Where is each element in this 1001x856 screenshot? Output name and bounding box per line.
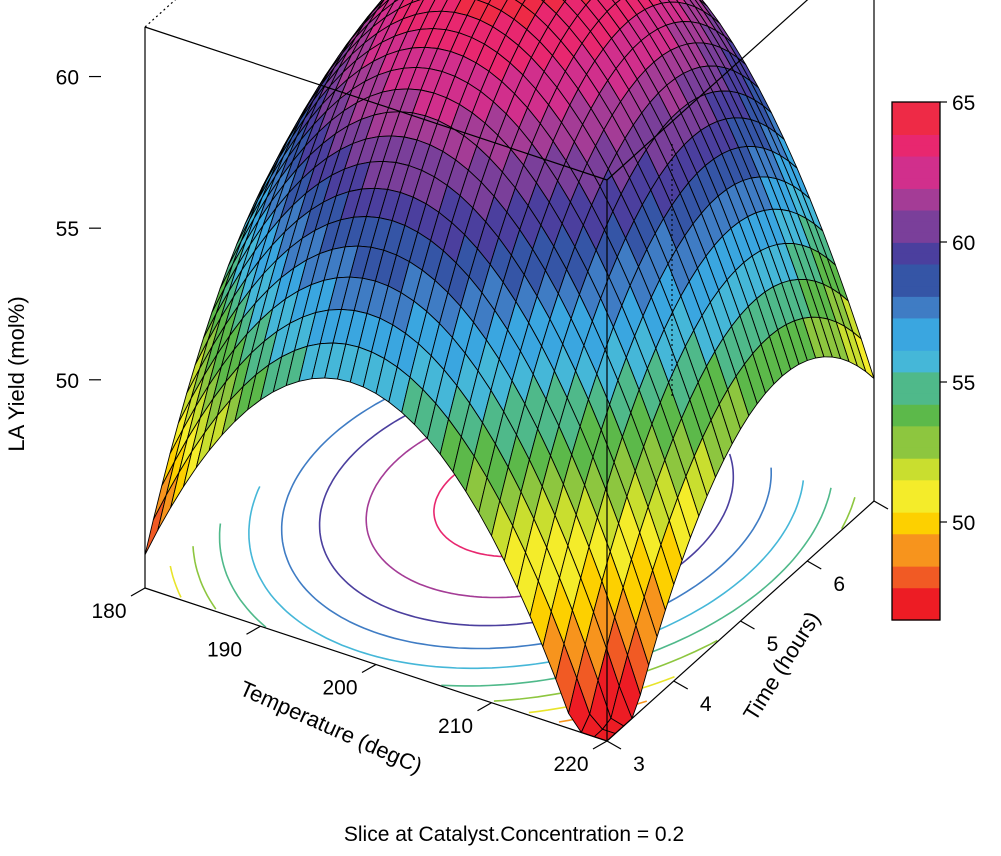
y-tick-label: 4: [700, 693, 712, 716]
x-tick-label: 180: [91, 600, 126, 623]
colorbar-swatch: [892, 317, 940, 330]
colorbar-swatch: [892, 555, 940, 567]
colorbar-swatch: [892, 285, 940, 297]
colorbar-swatch: [892, 544, 940, 556]
colorbar-swatch: [892, 145, 940, 157]
colorbar-swatch: [892, 598, 940, 610]
colorbar-swatch: [892, 522, 940, 535]
y-tick: [740, 620, 755, 630]
x-tick: [592, 740, 608, 750]
x-tick-label: 220: [553, 753, 588, 776]
colorbar-tick-label: 55: [952, 372, 975, 395]
colorbar-swatch: [892, 587, 940, 600]
x-tick: [477, 702, 492, 712]
box-edge: [606, 0, 809, 181]
colorbar-swatch: [892, 371, 940, 384]
colorbar-tick-label: 60: [952, 232, 975, 255]
colorbar-swatch: [892, 576, 940, 589]
colorbar-swatch: [892, 382, 940, 394]
y-tick-label: 6: [833, 573, 845, 596]
colorbar-swatch: [892, 296, 940, 308]
colorbar-swatch: [892, 188, 940, 200]
y-tick-label: 3: [633, 753, 645, 776]
x-tick-label: 190: [207, 638, 242, 661]
z-axis-label: LA Yield (mol%): [4, 296, 29, 451]
colorbar-swatch: [892, 350, 940, 362]
y-axis-label: Time (hours): [738, 607, 825, 725]
colorbar-swatch: [892, 447, 940, 459]
y-tick: [673, 680, 689, 690]
colorbar-swatch: [892, 479, 940, 492]
colorbar-tick-label: 65: [952, 92, 975, 115]
x-tick: [246, 625, 261, 635]
colorbar-swatch: [892, 166, 940, 179]
colorbar-swatch: [892, 566, 940, 578]
colorbar-swatch: [892, 414, 940, 427]
colorbar-swatch: [892, 209, 940, 222]
colorbar-swatch: [892, 458, 940, 470]
colorbar-swatch: [892, 274, 940, 287]
colorbar-swatch: [892, 393, 940, 405]
x-tick: [130, 587, 146, 597]
y-tick: [606, 740, 622, 750]
colorbar-swatch: [892, 425, 940, 438]
colorbar-swatch: [892, 609, 940, 621]
z-tick-label: 60: [56, 67, 79, 90]
box-edge: [144, 26, 608, 181]
colorbar-swatch: [892, 436, 940, 448]
colorbar-swatch: [892, 490, 940, 502]
colorbar-swatch: [892, 468, 940, 481]
response-surface: [144, 0, 875, 742]
colorbar-tick-label: 50: [952, 512, 975, 535]
colorbar-swatch: [892, 220, 940, 233]
z-tick-label: 55: [56, 218, 79, 241]
z-tick-label: 50: [56, 370, 79, 393]
chart-caption: Slice at Catalyst.Concentration = 0.2: [344, 823, 684, 846]
colorbar-swatch: [892, 512, 940, 524]
colorbar-swatch: [892, 199, 940, 211]
y-tick: [806, 560, 822, 570]
colorbar-swatch: [892, 177, 940, 189]
y-tick-label: 5: [767, 633, 779, 656]
colorbar-swatch: [892, 328, 940, 341]
colorbar-swatch: [892, 231, 940, 243]
colorbar-swatch: [892, 102, 940, 114]
x-tick: [361, 663, 377, 674]
colorbar-swatch: [892, 404, 940, 416]
colorbar-swatch: [892, 533, 940, 546]
colorbar-swatch: [892, 155, 940, 168]
colorbar-swatch: [892, 361, 940, 373]
colorbar-swatch: [892, 501, 940, 513]
colorbar-swatch: [892, 112, 940, 125]
x-tick-label: 200: [322, 677, 357, 700]
colorbar-swatch: [892, 242, 940, 254]
colorbar-swatch: [892, 134, 940, 146]
colorbar-swatch: [892, 339, 940, 351]
x-tick-label: 210: [438, 715, 473, 738]
colorbar-swatch: [892, 123, 940, 135]
color-legend: 50 55 60 65: [891, 92, 975, 621]
colorbar-swatch: [892, 253, 940, 265]
colorbar-swatch: [892, 263, 940, 276]
colorbar-swatch: [892, 307, 940, 319]
colorbar-frame: [891, 101, 941, 621]
y-tick: [873, 500, 889, 510]
surface-facet: [144, 494, 167, 556]
